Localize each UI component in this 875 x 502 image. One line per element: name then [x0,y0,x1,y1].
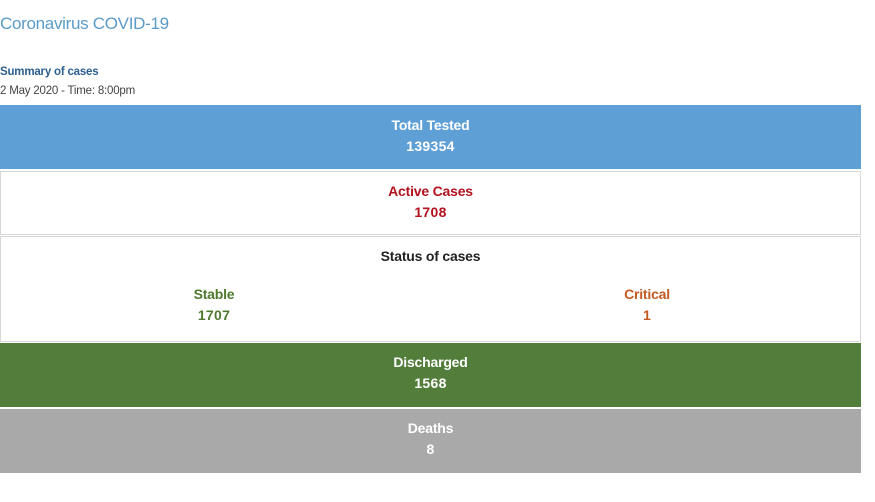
critical-value: 1 [642,307,652,323]
deaths-panel: Deaths 8 [0,409,861,473]
total-tested-value: 139354 [406,138,455,154]
discharged-label: Discharged [393,354,468,370]
summary-heading: Summary of cases [0,66,99,78]
status-breakdown-row: Stable 1707 Critical 1 [1,286,860,323]
deaths-value: 8 [426,441,435,457]
critical-cases: Critical 1 [434,286,860,323]
status-of-cases-panel: Status of cases Stable 1707 Critical 1 [0,236,861,342]
active-cases-panel: Active Cases 1708 [0,171,861,235]
stable-value: 1707 [197,307,231,323]
total-tested-label: Total Tested [391,117,470,133]
total-tested-panel: Total Tested 139354 [0,105,861,169]
summary-date: 2 May 2020 - Time: 8:00pm [0,85,135,97]
discharged-panel: Discharged 1568 [0,343,861,407]
critical-label: Critical [624,286,670,302]
status-of-cases-label: Status of cases [380,248,481,264]
active-cases-label: Active Cases [388,183,473,199]
stable-cases: Stable 1707 [1,286,427,323]
page-title: Coronavirus COVID-19 [0,14,169,33]
stable-label: Stable [193,286,235,302]
active-cases-value: 1708 [414,204,447,220]
deaths-label: Deaths [407,420,454,436]
discharged-value: 1568 [414,375,447,391]
